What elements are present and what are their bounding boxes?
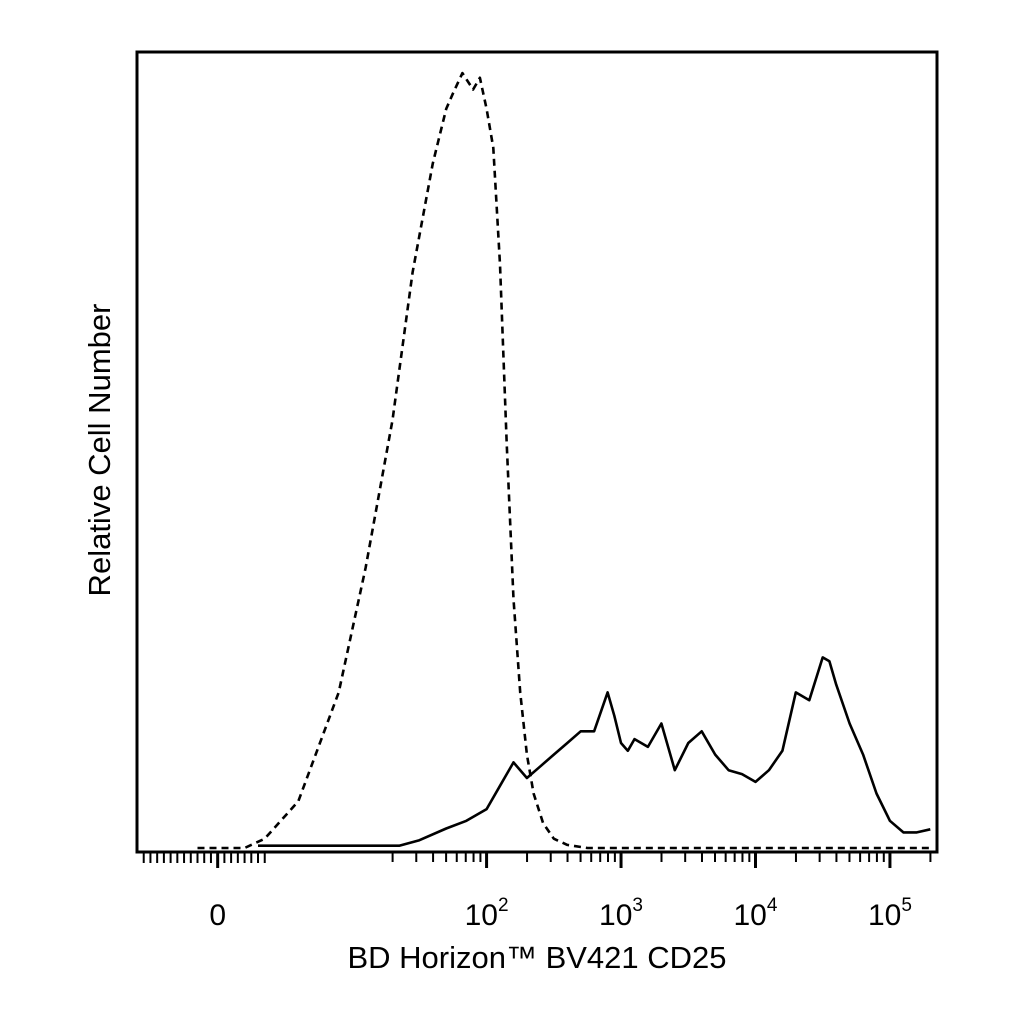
x-tick-labels: 0 102 103 104 105 [209,895,912,932]
x-axis-label: BD Horizon™ BV421 CD25 [347,940,726,975]
x-tick-label: 105 [868,895,912,932]
series-layer [197,71,931,850]
y-axis-label: Relative Cell Number [82,304,117,597]
series-line-solid [258,656,931,848]
plot-frame [135,50,939,854]
major-ticks [216,852,892,868]
minor-ticks [142,852,932,863]
x-tick-label: 103 [599,895,643,932]
x-tick-label: 102 [465,895,509,932]
series-line-dashed [197,71,931,850]
x-tick-label: 0 [209,899,226,932]
x-tick-label: 104 [734,895,778,932]
